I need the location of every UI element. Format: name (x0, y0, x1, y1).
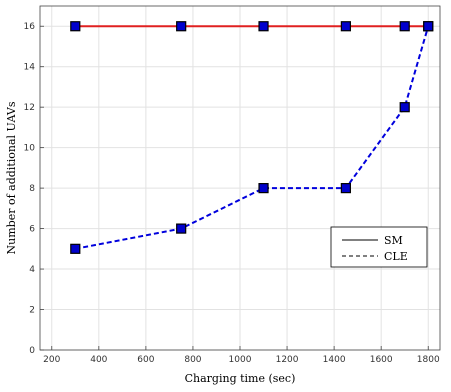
y-tick-label: 10 (24, 144, 36, 154)
axis-ticks: 200 400 600 800 1000 1200 1400 1600 1800 0 2 4 6 8 10 1… (24, 22, 440, 365)
data-point-sm (340, 21, 351, 32)
y-tick-label: 8 (29, 184, 35, 194)
y-tick-label: 6 (29, 225, 35, 235)
series-sm (70, 21, 434, 32)
grid-lines (40, 6, 440, 351)
y-tick-label: 16 (24, 22, 36, 32)
data-point-sm (258, 21, 269, 32)
x-tick-label: 1800 (417, 355, 440, 365)
x-tick-label: 1600 (370, 355, 393, 365)
data-point-cle (70, 243, 81, 254)
x-tick-label: 800 (184, 355, 201, 365)
data-point-cle (340, 183, 351, 194)
x-tick-label: 1400 (323, 355, 346, 365)
y-tick-label: 14 (24, 63, 36, 73)
y-tick-label: 0 (29, 346, 35, 356)
x-axis-label: Charging time (sec) (185, 372, 296, 385)
x-tick-label: 1200 (276, 355, 299, 365)
data-point-sm (399, 21, 410, 32)
data-point-sm (70, 21, 81, 32)
y-tick-label: 2 (29, 306, 35, 316)
y-axis-label: Number of additional UAVs (5, 101, 18, 254)
series-layer (70, 21, 434, 254)
data-point-cle (258, 183, 269, 194)
x-tick-label: 200 (43, 355, 60, 365)
data-point-cle (423, 21, 434, 32)
x-tick-label: 400 (90, 355, 107, 365)
legend-box (330, 226, 428, 268)
x-tick-label: 1000 (229, 355, 252, 365)
legend: SM CLE (330, 226, 428, 268)
legend-label-sm: SM (384, 234, 403, 247)
x-tick-label: 600 (137, 355, 154, 365)
data-point-sm (176, 21, 187, 32)
y-tick-label: 4 (29, 265, 35, 275)
data-point-cle (176, 223, 187, 234)
series-line-cle (75, 25, 430, 250)
data-point-cle (399, 102, 410, 113)
y-tick-label: 12 (24, 103, 35, 113)
series-cle (70, 21, 434, 254)
legend-label-cle: CLE (384, 250, 408, 263)
